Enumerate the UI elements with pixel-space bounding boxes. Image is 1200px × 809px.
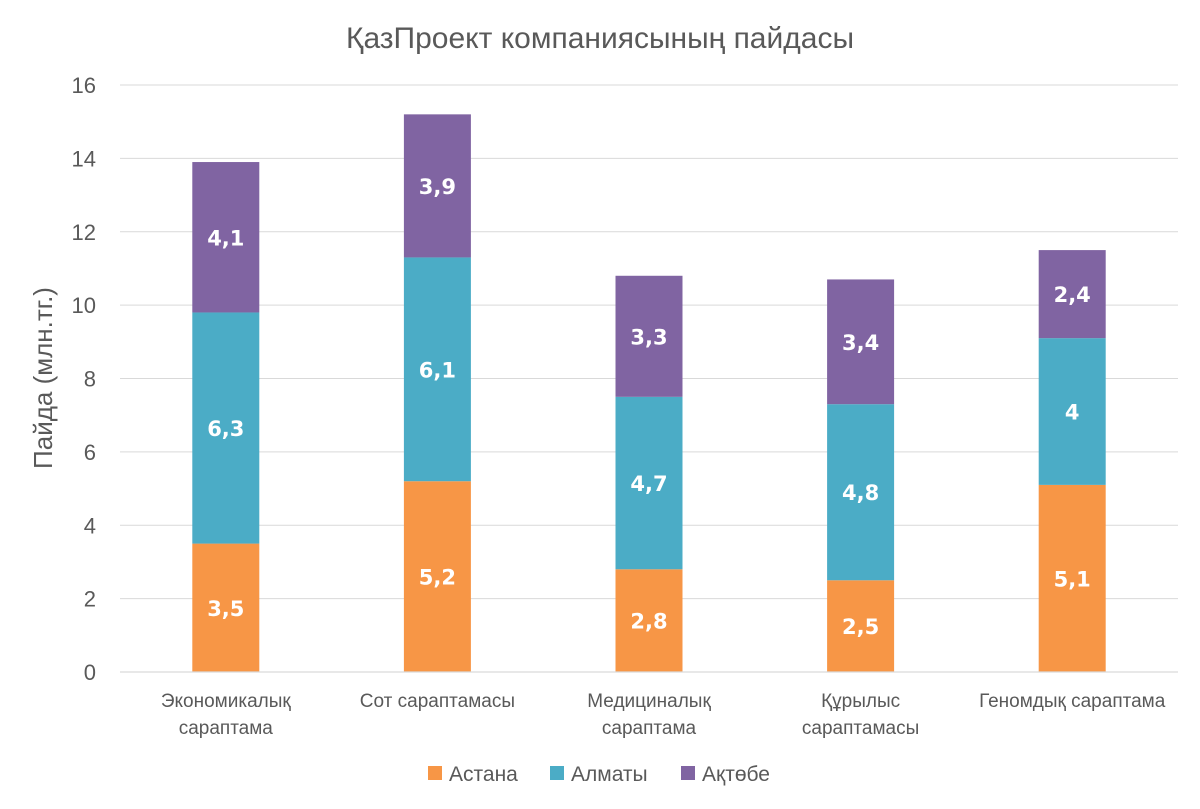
data-label: 2,8: [630, 610, 667, 634]
data-label: 4,1: [207, 226, 244, 250]
data-label: 3,3: [630, 325, 667, 349]
x-tick-label: Медициналық: [587, 691, 711, 712]
y-tick-label: 4: [84, 513, 96, 538]
data-label: 4,7: [630, 472, 667, 496]
y-tick-label: 12: [72, 220, 96, 245]
y-tick-label: 2: [84, 587, 96, 612]
bar-segment: [403, 114, 471, 258]
bar-segment: [1038, 338, 1106, 485]
y-tick-label: 6: [84, 440, 96, 465]
bar-segment: [827, 404, 895, 581]
bars: [192, 114, 1106, 672]
legend-label: Алматы: [571, 763, 648, 786]
legend-label: Ақтөбе: [702, 763, 770, 786]
x-tick-label: Экономикалық: [161, 691, 292, 712]
data-label: 6,1: [419, 358, 456, 382]
data-label: 2,5: [842, 615, 879, 639]
bar-segment: [192, 312, 260, 544]
data-label: 5,2: [419, 566, 456, 590]
legend: Астана Алматы Ақтөбе: [428, 763, 770, 786]
data-label: 6,3: [207, 417, 244, 441]
data-labels: 3,5 6,3 4,1 5,2 6,1 3,9 2,8 4,7 3,3 2,5 4,8 3,4 5,1 4…: [207, 175, 1091, 639]
y-tick-label: 10: [72, 293, 96, 318]
bar-segment: [615, 569, 683, 672]
bar-segment: [827, 580, 895, 672]
x-tick-label: Сот сараптамасы: [360, 691, 515, 712]
data-label: 2,4: [1054, 283, 1091, 307]
data-label: 5,1: [1054, 567, 1091, 591]
x-tick-label: сараптама: [602, 718, 697, 739]
x-tick-label: сараптамасы: [802, 718, 919, 739]
data-label: 3,9: [419, 175, 456, 199]
bar-segment: [192, 162, 260, 313]
axes: 0 2 4 6 8 10 12 14 16 Экономикалық сараптама Сот са…: [72, 73, 1178, 739]
data-label: 4: [1065, 401, 1080, 425]
y-axis-label: Пайда (млн.тг.): [28, 287, 58, 469]
x-tick-label: Құрылыс: [821, 691, 900, 712]
data-label: 4,8: [842, 481, 879, 505]
bar-segment: [1038, 250, 1106, 339]
bar-segment: [192, 543, 260, 672]
y-tick-label: 8: [84, 367, 96, 392]
y-tick-label: 0: [84, 660, 96, 685]
bar-segment: [615, 275, 683, 397]
x-tick-label: сараптама: [179, 718, 274, 739]
bar-segment: [403, 481, 471, 672]
data-label: 3,5: [207, 597, 244, 621]
bar-segment: [403, 257, 471, 482]
bar-segment: [1038, 484, 1106, 672]
legend-swatch: [428, 766, 442, 780]
bar-segment: [615, 396, 683, 570]
bar-segment: [827, 279, 895, 405]
y-tick-label: 16: [72, 73, 96, 98]
legend-swatch: [681, 766, 695, 780]
x-tick-label: Геномдық сараптама: [979, 691, 1166, 712]
legend-swatch: [550, 766, 564, 780]
legend-label: Астана: [449, 763, 518, 786]
y-tick-label: 14: [72, 146, 96, 171]
data-label: 3,4: [842, 331, 879, 355]
chart-title: ҚазПроект компаниясының пайдасы: [346, 22, 854, 55]
